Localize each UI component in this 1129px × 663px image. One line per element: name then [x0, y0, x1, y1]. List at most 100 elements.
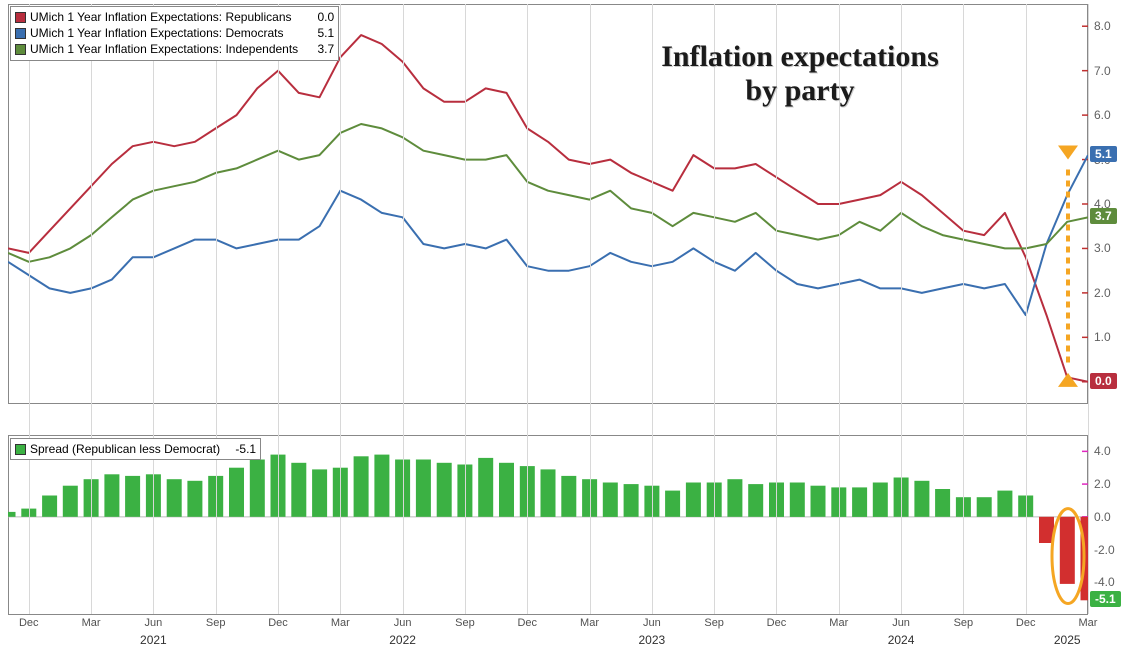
chart-title-line: Inflation expectations [560, 40, 1040, 74]
x-tick-year-label: 2021 [140, 633, 167, 647]
spread-bar [354, 456, 369, 517]
spread-bar [686, 483, 701, 517]
legend-value: -5.1 [224, 441, 256, 457]
x-gridline [340, 4, 341, 614]
y-tick-label-top: 7.0 [1094, 64, 1111, 78]
spread-bar [167, 479, 182, 517]
legend-swatch [15, 44, 26, 55]
legend-row: Spread (Republican less Democrat)-5.1 [15, 441, 256, 457]
legend-row: UMich 1 Year Inflation Expectations: Ind… [15, 41, 334, 57]
x-tick-month-label: Sep [455, 617, 475, 629]
x-tick-month-label: Sep [954, 617, 974, 629]
spread-bar [229, 468, 244, 517]
spread-bar [499, 463, 514, 517]
spread-bar [8, 512, 16, 517]
x-tick-month-label: Sep [206, 617, 226, 629]
x-tick-year-label: 2025 [1054, 633, 1081, 647]
spread-bar [665, 491, 680, 517]
legend-row: UMich 1 Year Inflation Expectations: Rep… [15, 9, 334, 25]
x-tick-month-label: Mar [82, 617, 101, 629]
spread-bar [42, 496, 57, 517]
spread-bar [873, 483, 888, 517]
legend-label: UMich 1 Year Inflation Expectations: Ind… [30, 41, 298, 57]
y-tick-label-top: 3.0 [1094, 241, 1111, 255]
spread-bar [790, 483, 805, 517]
x-gridline [216, 4, 217, 614]
spread-bar [104, 474, 119, 517]
y-tick-label-bottom: -4.0 [1094, 575, 1115, 589]
legend-value: 0.0 [302, 9, 334, 25]
spread-bar [437, 463, 452, 517]
spread-bar [187, 481, 202, 517]
series-line-democrats [8, 155, 1088, 315]
spread-bar [125, 476, 140, 517]
x-tick-month-label: Jun [394, 617, 412, 629]
spread-bar [374, 455, 389, 517]
spread-bar [748, 484, 763, 517]
x-tick-month-label: Dec [517, 617, 537, 629]
legend-swatch [15, 444, 26, 455]
bottom-bar-chart [8, 435, 1088, 615]
x-tick-month-label: Jun [892, 617, 910, 629]
spread-bar [914, 481, 929, 517]
legend-label: UMich 1 Year Inflation Expectations: Rep… [30, 9, 298, 25]
legend-label: Spread (Republican less Democrat) [30, 441, 220, 457]
x-gridline [527, 4, 528, 614]
y-tick-label-top: 6.0 [1094, 108, 1111, 122]
x-gridline [1088, 4, 1089, 614]
end-value-badge: 3.7 [1090, 208, 1117, 224]
x-tick-month-label: Mar [1079, 617, 1098, 629]
x-gridline [29, 4, 30, 614]
legend-label: UMich 1 Year Inflation Expectations: Dem… [30, 25, 298, 41]
y-tick-label-top: 1.0 [1094, 330, 1111, 344]
x-tick-month-label: Mar [331, 617, 350, 629]
legend-value: 5.1 [302, 25, 334, 41]
y-tick-label-bottom: 4.0 [1094, 444, 1111, 458]
legend-row: UMich 1 Year Inflation Expectations: Dem… [15, 25, 334, 41]
spread-bar [416, 460, 431, 517]
divergence-arrowhead [1058, 146, 1078, 160]
x-tick-month-label: Dec [767, 617, 787, 629]
spread-bar [727, 479, 742, 517]
chart-title-line: by party [560, 74, 1040, 108]
legend-swatch [15, 12, 26, 23]
end-value-badge: 5.1 [1090, 146, 1117, 162]
chart-title: Inflation expectationsby party [560, 40, 1040, 108]
x-gridline [153, 4, 154, 614]
x-tick-month-label: Mar [829, 617, 848, 629]
x-tick-month-label: Jun [643, 617, 661, 629]
spread-bar [811, 486, 826, 517]
legend-value: 3.7 [302, 41, 334, 57]
x-gridline [91, 4, 92, 614]
x-tick-month-label: Sep [704, 617, 724, 629]
x-tick-month-label: Dec [268, 617, 288, 629]
y-tick-label-bottom: -2.0 [1094, 543, 1115, 557]
spread-bar [935, 489, 950, 517]
x-gridline [278, 4, 279, 614]
spread-bar [997, 491, 1012, 517]
y-tick-label-top: 2.0 [1094, 286, 1111, 300]
legend-swatch [15, 28, 26, 39]
spread-bar [561, 476, 576, 517]
bottom-chart-svg [8, 435, 1088, 615]
x-tick-month-label: Dec [1016, 617, 1036, 629]
y-tick-label-bottom: 0.0 [1094, 510, 1111, 524]
y-tick-label-bottom: 2.0 [1094, 477, 1111, 491]
spread-bar [541, 469, 556, 517]
spread-bar [478, 458, 493, 517]
spread-bar [312, 469, 327, 517]
spread-bar [603, 483, 618, 517]
chart-container: Dec Mar Jun Sep Dec Mar Jun Sep Dec Mar Jun Sep Dec M… [0, 0, 1129, 663]
x-axis-labels: Dec Mar Jun Sep Dec Mar Jun Sep Dec Mar Jun Sep Dec M… [8, 615, 1088, 655]
end-value-badge: 0.0 [1090, 373, 1117, 389]
legend-bottom: Spread (Republican less Democrat)-5.1 [10, 438, 261, 460]
x-gridline [403, 4, 404, 614]
spread-bar [250, 460, 265, 517]
x-tick-month-label: Mar [580, 617, 599, 629]
spread-bar [1060, 517, 1075, 584]
legend-top: UMich 1 Year Inflation Expectations: Rep… [10, 6, 339, 61]
x-tick-month-label: Jun [145, 617, 163, 629]
spread-bar [63, 486, 78, 517]
y-tick-label-top: 8.0 [1094, 19, 1111, 33]
x-tick-month-label: Dec [19, 617, 39, 629]
